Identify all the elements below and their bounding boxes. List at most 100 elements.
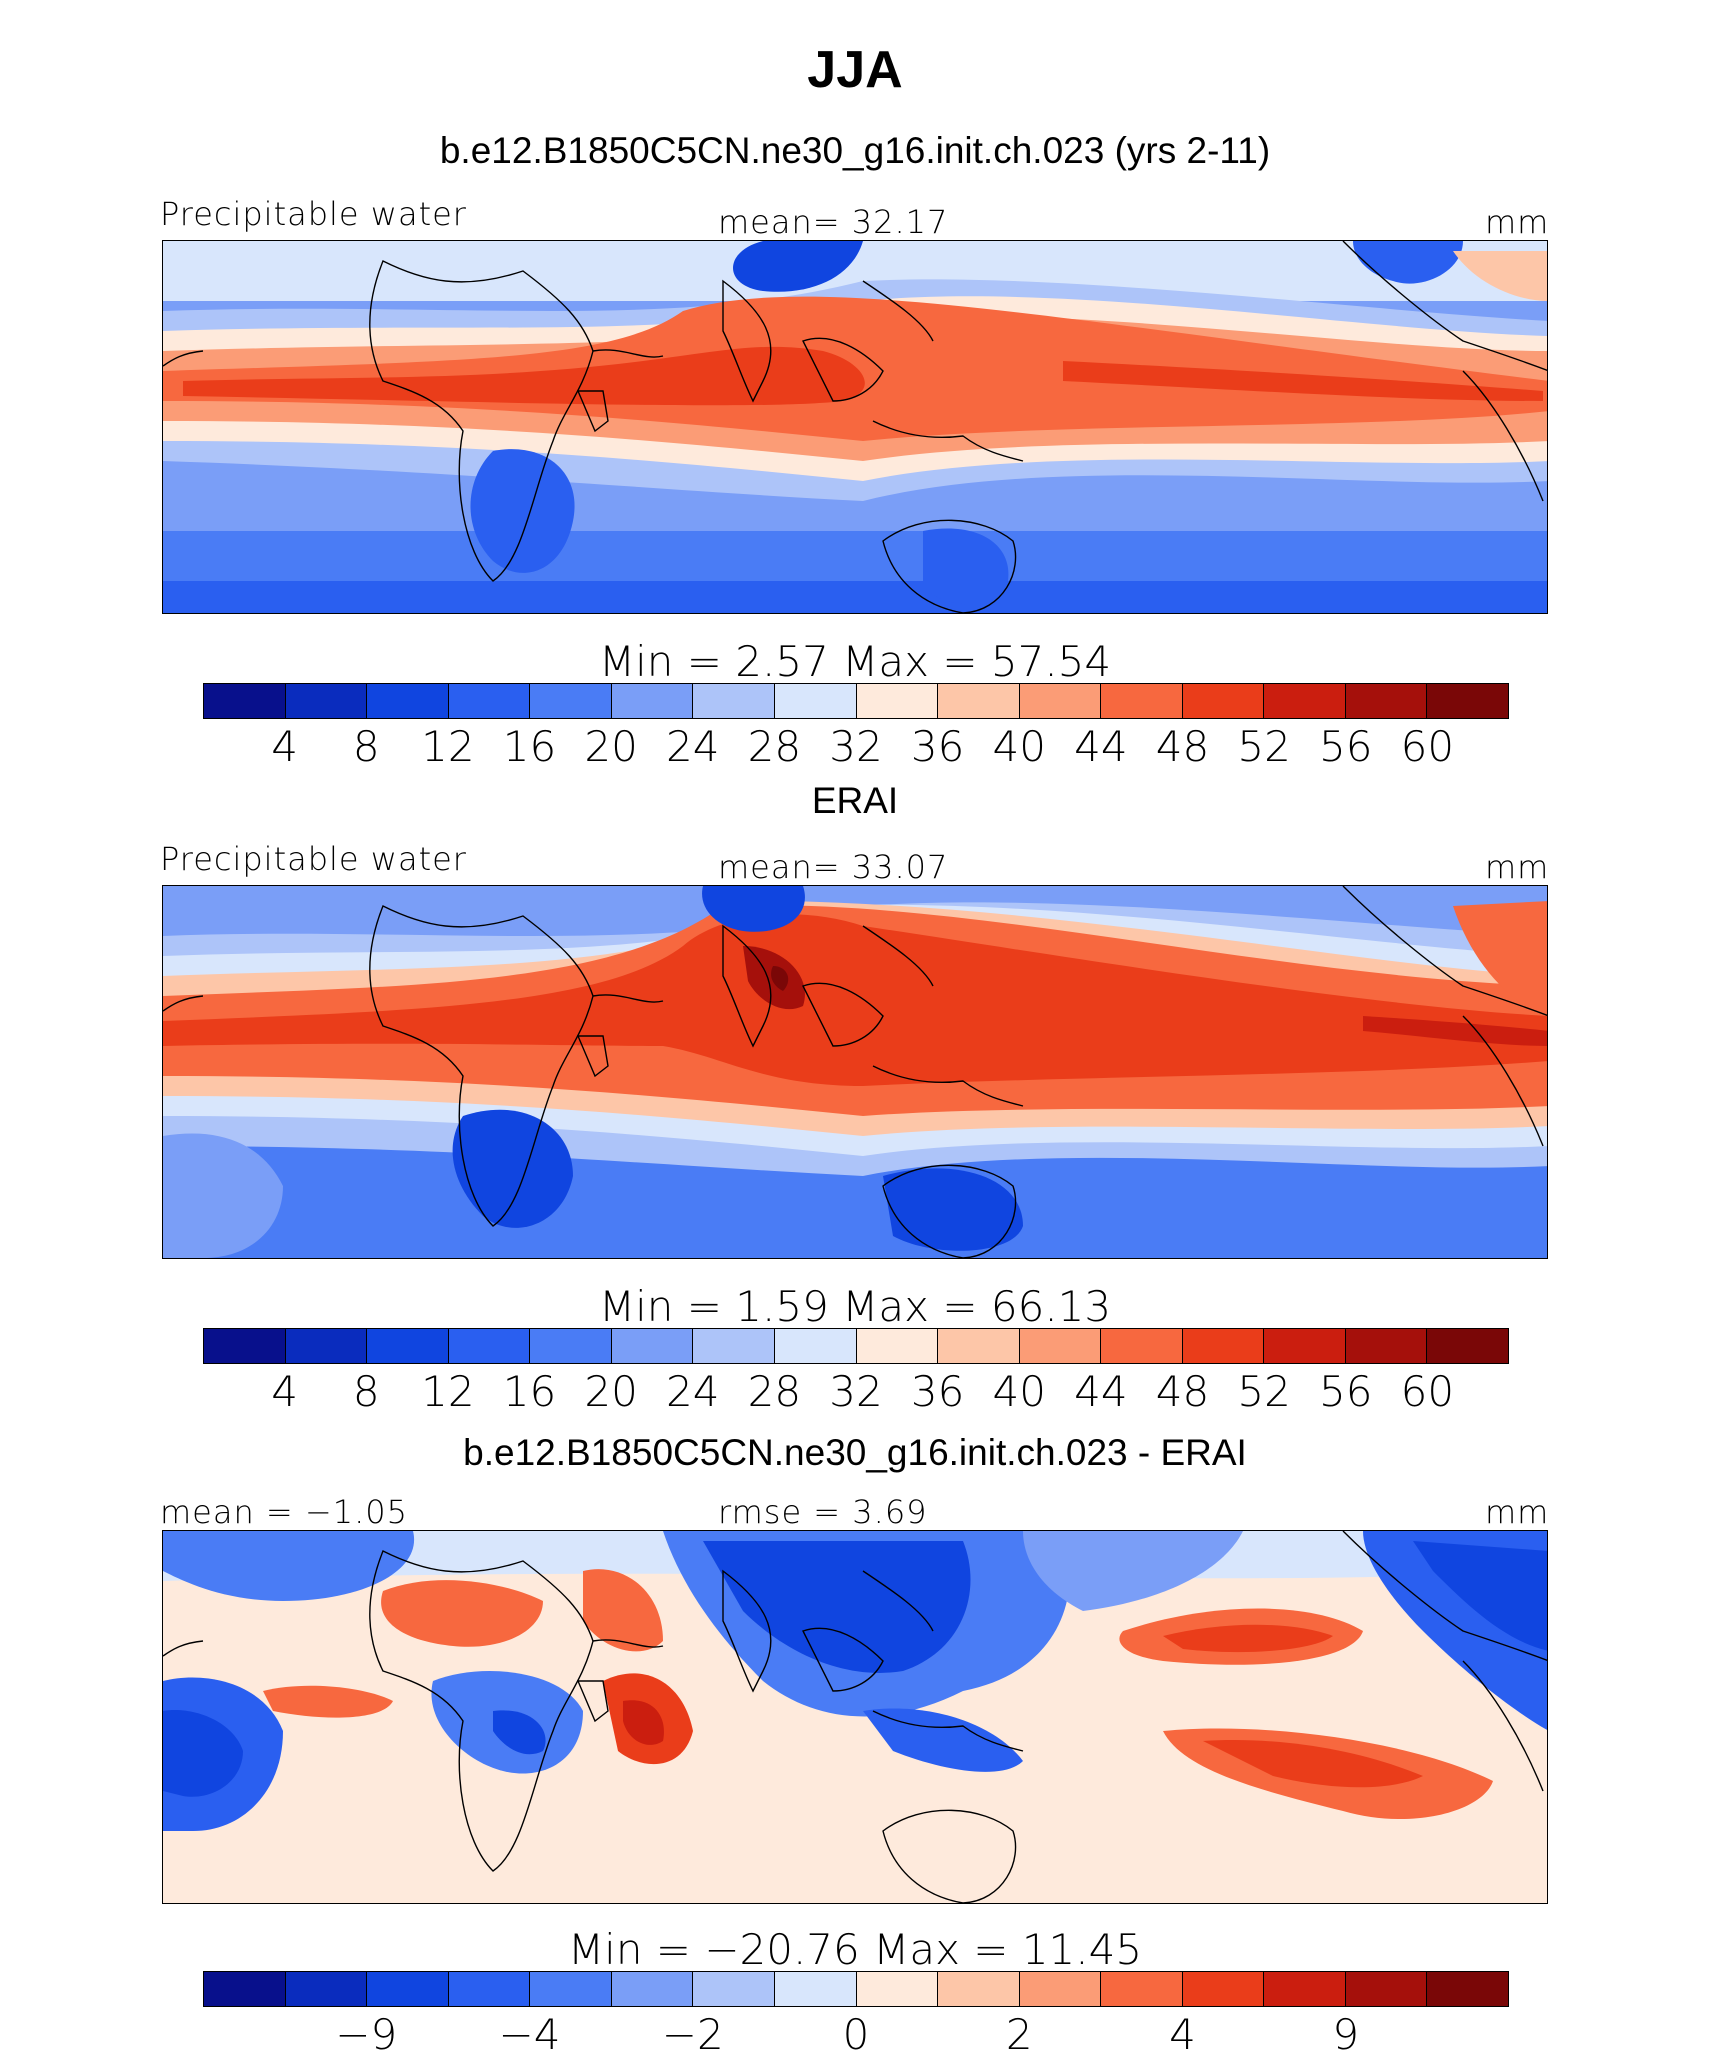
- colorbar-tick-label: 28: [747, 1367, 802, 1416]
- colorbar-tick-label: 40: [992, 1367, 1046, 1416]
- colorbar-swatch: [856, 684, 939, 718]
- colorbar-swatch: [856, 1329, 939, 1363]
- colorbar-tick-label: −4: [498, 2010, 561, 2059]
- panel-3-units-label: mm: [1485, 1493, 1550, 1531]
- colorbar-tick-label: 4: [271, 1367, 298, 1416]
- colorbar-swatch: [1101, 684, 1183, 718]
- colorbar-swatch: [1019, 1972, 1102, 2006]
- panel-1-min-max: Min = 2.57 Max = 57.54: [598, 637, 1112, 686]
- colorbar-swatch: [1182, 1329, 1265, 1363]
- colorbar-tick-label: 52: [1237, 722, 1291, 771]
- panel-3-min-max: Min = −20.76 Max = 11.45: [567, 1925, 1143, 1974]
- panel-1-colorbar-ticks: 4 8 12 16 20 24 28 32 36 40 44 48 52 56 60: [203, 722, 1509, 771]
- colorbar-swatch: [204, 684, 286, 718]
- figure-title: JJA: [807, 41, 903, 99]
- panel-2-min-max: Min = 1.59 Max = 66.13: [598, 1282, 1112, 1331]
- colorbar-swatch: [774, 684, 857, 718]
- colorbar-tick-label: 44: [1074, 1367, 1128, 1416]
- colorbar-swatch: [1427, 1329, 1508, 1363]
- colorbar-tick-label: 4: [1169, 2010, 1196, 2059]
- colorbar-tick-label: 20: [584, 1367, 638, 1416]
- colorbar-swatch: [1345, 684, 1428, 718]
- colorbar-swatch: [611, 684, 694, 718]
- colorbar-tick-label: 36: [910, 1367, 965, 1416]
- panel-3-map: [162, 1530, 1548, 1904]
- colorbar-swatch: [285, 1972, 368, 2006]
- colorbar-swatch: [1101, 1972, 1183, 2006]
- colorbar-swatch: [1019, 1329, 1102, 1363]
- colorbar-tick-label: 60: [1400, 1367, 1455, 1416]
- colorbar-tick-label: −2: [661, 2010, 724, 2059]
- colorbar-swatch: [1182, 1972, 1265, 2006]
- colorbar-tick-label: −9: [335, 2010, 398, 2059]
- colorbar-swatch: [938, 684, 1020, 718]
- colorbar-tick-label: 4: [271, 722, 298, 771]
- colorbar-tick-label: 60: [1400, 722, 1455, 771]
- colorbar-tick-label: 44: [1074, 722, 1128, 771]
- colorbar-swatch: [1264, 1329, 1346, 1363]
- panel-3-mean-label: mean = −1.05: [160, 1493, 408, 1531]
- panel-2-units-label: mm: [1485, 848, 1550, 886]
- panel-3-contour-field: [163, 1531, 1547, 1903]
- colorbar-swatch: [1264, 684, 1346, 718]
- colorbar-tick-label: 2: [1005, 2010, 1033, 2059]
- panel-3-rmse-label: rmse = 3.69: [718, 1493, 928, 1531]
- panel-2-title: ERAI: [811, 780, 899, 821]
- colorbar-swatch: [1345, 1329, 1428, 1363]
- colorbar-tick-label: 8: [352, 722, 380, 771]
- colorbar-tick-label: 36: [910, 722, 965, 771]
- colorbar-swatch: [1101, 1329, 1183, 1363]
- colorbar-tick-label: 52: [1237, 1367, 1291, 1416]
- colorbar-swatch: [530, 1972, 612, 2006]
- panel-1-variable-label: Precipitable water: [160, 195, 467, 233]
- colorbar-swatch: [204, 1329, 286, 1363]
- panel-2-map: [162, 885, 1548, 1259]
- panel-1-title: b.e12.B1850C5CN.ne30_g16.init.ch.023 (yr…: [439, 130, 1271, 171]
- panel-2-colorbar-ticks: 4 8 12 16 20 24 28 32 36 40 44 48 52 56 60: [203, 1367, 1509, 1416]
- colorbar-tick-label: 28: [747, 722, 802, 771]
- panel-2-colorbar: [203, 1328, 1509, 1364]
- colorbar-tick-label: 32: [829, 722, 883, 771]
- colorbar-tick-label: 0: [842, 2010, 870, 2059]
- colorbar-swatch: [367, 684, 449, 718]
- colorbar-swatch: [1427, 1972, 1508, 2006]
- colorbar-swatch: [448, 684, 531, 718]
- colorbar-tick-label: 24: [666, 1367, 720, 1416]
- colorbar-swatch: [774, 1972, 857, 2006]
- colorbar-swatch: [285, 684, 368, 718]
- colorbar-swatch: [611, 1329, 694, 1363]
- colorbar-swatch: [693, 1972, 775, 2006]
- colorbar-swatch: [1345, 1972, 1428, 2006]
- colorbar-swatch: [367, 1329, 449, 1363]
- colorbar-tick-label: 16: [502, 722, 557, 771]
- colorbar-tick-label: 16: [502, 1367, 557, 1416]
- colorbar-swatch: [1264, 1972, 1346, 2006]
- panel-1-map: [162, 240, 1548, 614]
- colorbar-tick-label: 48: [1155, 722, 1210, 771]
- colorbar-swatch: [1427, 684, 1508, 718]
- panel-1-colorbar: [203, 683, 1509, 719]
- colorbar-swatch: [285, 1329, 368, 1363]
- panel-2-contour-field: [163, 886, 1547, 1258]
- colorbar-swatch: [938, 1329, 1020, 1363]
- colorbar-tick-label: 9: [1332, 2010, 1360, 2059]
- colorbar-swatch: [448, 1329, 531, 1363]
- colorbar-swatch: [367, 1972, 449, 2006]
- colorbar-swatch: [774, 1329, 857, 1363]
- colorbar-tick-label: 56: [1319, 1367, 1373, 1416]
- colorbar-swatch: [448, 1972, 531, 2006]
- colorbar-tick-label: 8: [352, 1367, 380, 1416]
- colorbar-swatch: [530, 684, 612, 718]
- colorbar-tick-label: 40: [992, 722, 1046, 771]
- colorbar-tick-label: 48: [1155, 1367, 1210, 1416]
- colorbar-swatch: [938, 1972, 1020, 2006]
- colorbar-tick-label: 12: [421, 1367, 475, 1416]
- panel-3-colorbar: [203, 1971, 1509, 2007]
- colorbar-tick-label: 20: [584, 722, 638, 771]
- colorbar-swatch: [693, 1329, 775, 1363]
- colorbar-swatch: [856, 1972, 939, 2006]
- colorbar-swatch: [1182, 684, 1265, 718]
- panel-3-title: b.e12.B1850C5CN.ne30_g16.init.ch.023 - E…: [463, 1432, 1247, 1473]
- colorbar-tick-label: 12: [421, 722, 475, 771]
- panel-1-mean-label: mean= 32.17: [718, 203, 949, 241]
